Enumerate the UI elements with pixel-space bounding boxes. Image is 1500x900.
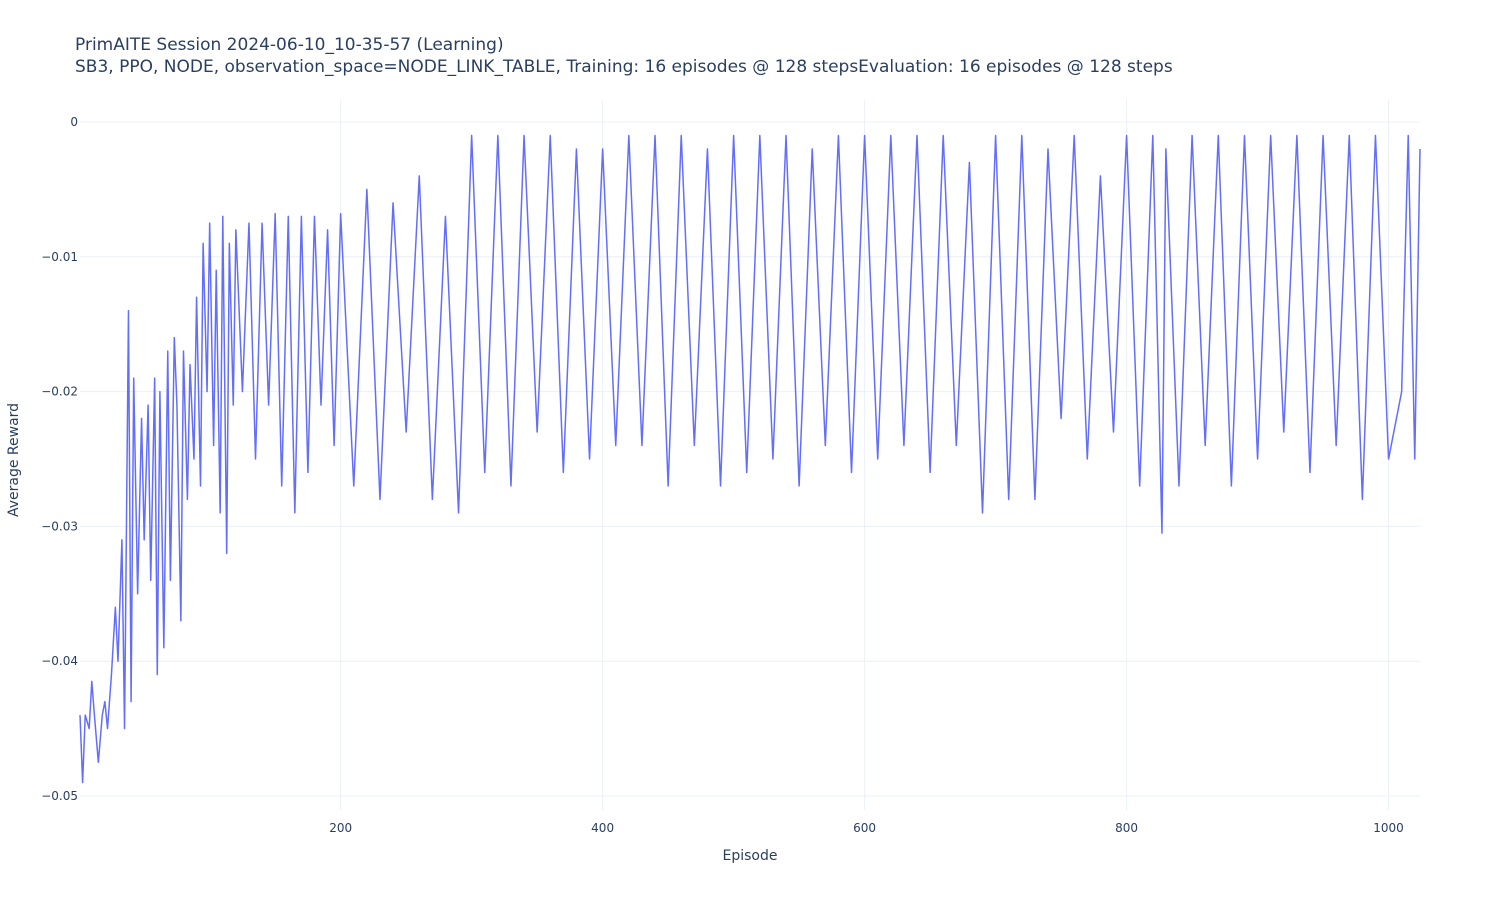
y-axis-title: Average Reward bbox=[6, 403, 22, 517]
x-tick-label: 800 bbox=[1115, 821, 1138, 835]
y-tick-label: 0 bbox=[70, 115, 78, 129]
x-tick-label: 600 bbox=[853, 821, 876, 835]
y-tick-label: −0.04 bbox=[41, 654, 78, 668]
x-tick-label: 200 bbox=[329, 821, 352, 835]
y-tick-label: −0.02 bbox=[41, 385, 78, 399]
y-tick-label: −0.03 bbox=[41, 519, 78, 533]
y-tick-label: −0.05 bbox=[41, 789, 78, 803]
chart-subtitle: SB3, PPO, NODE, observation_space=NODE_L… bbox=[75, 57, 1173, 77]
y-tick-label: −0.01 bbox=[41, 250, 78, 264]
series-line bbox=[79, 134, 1421, 784]
x-axis-title: Episode bbox=[723, 848, 778, 864]
series-layer bbox=[79, 134, 1421, 784]
x-axis-ticks: 200 400 600 800 1000 bbox=[329, 821, 1404, 835]
plot-area bbox=[80, 100, 1420, 810]
x-tick-label: 400 bbox=[591, 821, 614, 835]
y-axis-ticks: 0 −0.01 −0.02 −0.03 −0.04 −0.05 bbox=[41, 115, 78, 803]
chart-title: PrimAITE Session 2024-06-10_10-35-57 (Le… bbox=[75, 35, 504, 55]
x-tick-label: 1000 bbox=[1373, 821, 1404, 835]
